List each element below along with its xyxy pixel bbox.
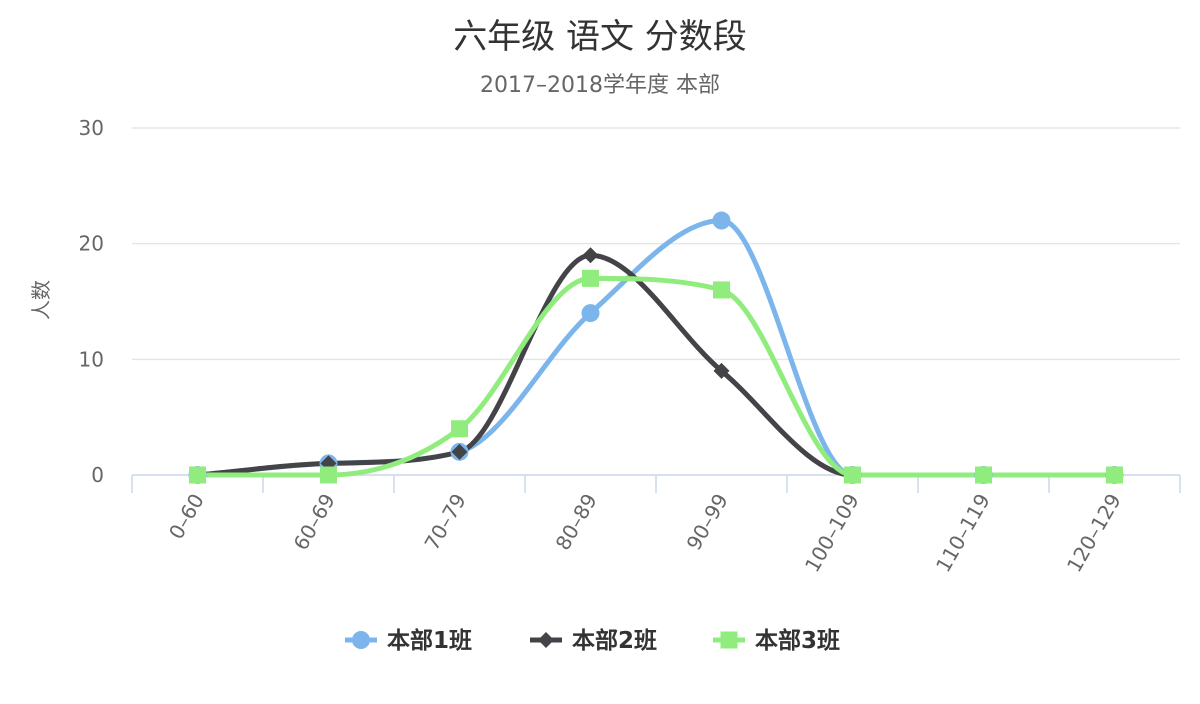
y-tick-label: 30 (79, 116, 104, 140)
series-line-1[interactable] (195, 218, 1117, 478)
series-line-2[interactable] (195, 252, 1117, 478)
x-axis-ticks: 0–60 60–69 70–79 80–89 90–99 100–109 110–119 12… (164, 490, 1126, 577)
data-point-series-2[interactable] (451, 443, 468, 460)
x-tick-label: 90–99 (682, 490, 733, 555)
data-point-series-3[interactable] (320, 466, 337, 484)
series-markers (188, 211, 1124, 484)
x-tick-label: 100–109 (800, 490, 864, 577)
x-tick-label: 80–89 (551, 490, 602, 555)
data-point-series-3[interactable] (451, 420, 468, 438)
series-lines (195, 218, 1117, 478)
series-line-3[interactable] (195, 275, 1117, 478)
y-tick-label: 0 (91, 463, 104, 487)
grid-lines (132, 127, 1180, 361)
data-point-series-2[interactable] (582, 247, 599, 264)
data-point-series-3[interactable] (975, 466, 992, 484)
legend-label: 本部3班 (755, 627, 840, 654)
data-point-series-2[interactable] (713, 362, 730, 379)
data-point-series-3[interactable] (189, 466, 206, 484)
x-tick-label: 60–69 (289, 490, 340, 555)
legend-item-3[interactable]: 本部3班 (713, 627, 840, 654)
legend[interactable]: 本部1班 本部2班 本部3班 (345, 627, 840, 654)
x-axis (131, 474, 1181, 493)
data-point-series-3[interactable] (582, 269, 599, 287)
x-tick-label: 110–119 (931, 490, 995, 577)
y-axis-label: 人数 (29, 280, 53, 320)
chart-title: 六年级 语文 分数段 (453, 17, 747, 57)
legend-item-2[interactable]: 本部2班 (530, 627, 657, 654)
x-tick-label: 0–60 (164, 490, 209, 544)
chart-subtitle: 2017–2018学年度 本部 (480, 73, 720, 98)
data-point-series-3[interactable] (844, 466, 861, 484)
legend-item-1[interactable]: 本部1班 (345, 627, 472, 654)
data-point-series-1[interactable] (581, 304, 600, 323)
legend-label: 本部1班 (387, 627, 472, 654)
x-tick-label: 70–79 (420, 490, 471, 555)
legend-label: 本部2班 (572, 627, 657, 654)
data-point-series-3[interactable] (713, 281, 730, 299)
x-tick-label: 120–129 (1062, 490, 1126, 577)
legend-marker (538, 632, 554, 648)
y-tick-label: 20 (79, 232, 104, 256)
y-axis-ticks: 0 10 20 30 (79, 116, 104, 487)
legend-marker (720, 631, 738, 649)
y-tick-label: 10 (79, 347, 104, 371)
data-point-series-3[interactable] (1106, 466, 1123, 484)
legend-marker (352, 631, 370, 649)
data-point-series-1[interactable] (712, 211, 731, 230)
